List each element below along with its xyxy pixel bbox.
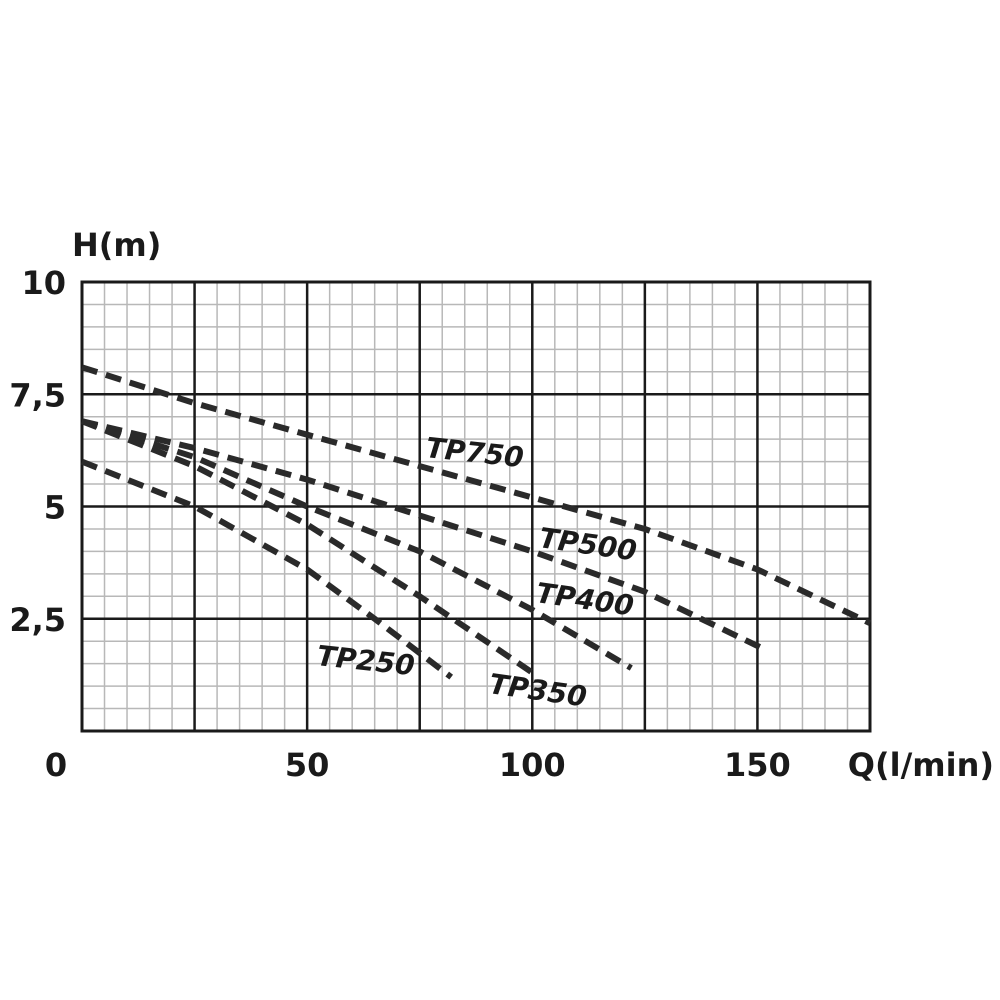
series-line-tp400 — [81, 418, 633, 671]
x-tick-label: 150 — [724, 746, 791, 784]
series-line-tp250 — [80, 458, 454, 680]
x-tick-label: 50 — [285, 746, 330, 784]
x-tick-labels: 0 50 100 150 — [45, 746, 791, 784]
x-axis-label: Q(l/min) — [848, 746, 994, 784]
y-axis-label: H(m) — [72, 226, 161, 264]
series-line-tp750 — [81, 364, 872, 626]
series-line-tp500 — [81, 418, 768, 653]
series-line-tp350 — [80, 418, 534, 676]
y-tick-labels: 2,5 5 7,5 10 — [9, 264, 66, 639]
y-tick-label: 7,5 — [9, 376, 66, 414]
x-tick-label: 0 — [45, 746, 67, 784]
major-grid — [82, 282, 870, 731]
y-tick-label: 10 — [21, 264, 66, 302]
series-label-tp350: TP350 — [487, 667, 589, 713]
y-tick-label: 5 — [44, 489, 66, 527]
y-tick-label: 2,5 — [9, 601, 66, 639]
plot-frame — [80, 280, 872, 733]
x-tick-label: 100 — [499, 746, 566, 784]
series-label-tp250: TP250 — [315, 639, 416, 682]
